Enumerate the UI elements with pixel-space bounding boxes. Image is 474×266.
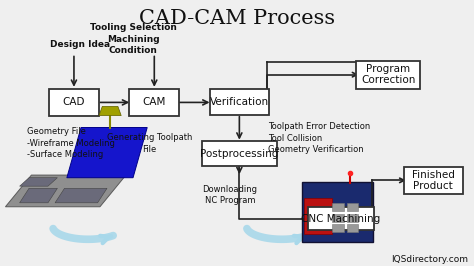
Text: IQSdirectory.com: IQSdirectory.com xyxy=(392,255,469,264)
Text: CAD: CAD xyxy=(63,97,85,107)
Text: Program
Correction: Program Correction xyxy=(361,64,415,85)
FancyBboxPatch shape xyxy=(332,203,344,211)
Polygon shape xyxy=(19,188,57,203)
FancyBboxPatch shape xyxy=(332,214,344,222)
FancyBboxPatch shape xyxy=(332,224,344,232)
Text: Postprocessing: Postprocessing xyxy=(200,149,279,159)
Text: Verification: Verification xyxy=(210,97,269,107)
FancyBboxPatch shape xyxy=(210,89,269,115)
FancyBboxPatch shape xyxy=(346,203,358,211)
FancyBboxPatch shape xyxy=(356,61,420,89)
Text: CAD-CAM Process: CAD-CAM Process xyxy=(139,9,335,28)
Polygon shape xyxy=(5,175,126,207)
FancyBboxPatch shape xyxy=(346,214,358,222)
Text: Generating Toolpath
File: Generating Toolpath File xyxy=(107,133,192,153)
FancyBboxPatch shape xyxy=(304,198,332,234)
FancyBboxPatch shape xyxy=(346,224,358,232)
FancyBboxPatch shape xyxy=(201,142,277,167)
Text: Design Idea: Design Idea xyxy=(50,40,110,49)
FancyBboxPatch shape xyxy=(403,167,463,194)
Text: Toolpath Error Detection
Tool Collision
Geometry Verificartion: Toolpath Error Detection Tool Collision … xyxy=(268,122,370,154)
FancyBboxPatch shape xyxy=(129,89,179,116)
FancyBboxPatch shape xyxy=(49,89,99,116)
Text: Tooling Selection
Machining
Condition: Tooling Selection Machining Condition xyxy=(90,23,176,55)
Text: Downloading
NC Program: Downloading NC Program xyxy=(202,185,257,205)
Text: CNC Machining: CNC Machining xyxy=(301,214,381,224)
Text: CAM: CAM xyxy=(143,97,166,107)
Text: Finished
Product: Finished Product xyxy=(412,169,455,191)
Polygon shape xyxy=(55,188,107,203)
FancyBboxPatch shape xyxy=(308,207,374,230)
Polygon shape xyxy=(67,127,147,178)
Polygon shape xyxy=(19,178,57,186)
Text: Geometry File
-Wireframe Modeling
-Surface Modeling: Geometry File -Wireframe Modeling -Surfa… xyxy=(27,127,115,159)
FancyBboxPatch shape xyxy=(302,182,373,242)
Polygon shape xyxy=(99,106,121,116)
